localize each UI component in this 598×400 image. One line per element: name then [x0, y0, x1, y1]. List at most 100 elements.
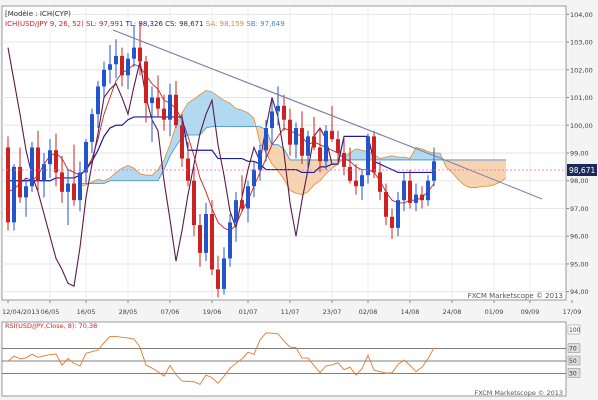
- candle-body: [402, 180, 406, 201]
- cloud-segment: [134, 168, 140, 181]
- candle: [6, 136, 10, 231]
- candle-body: [78, 172, 82, 201]
- candle-body: [222, 258, 226, 289]
- candle: [396, 191, 400, 237]
- header-readout-2: TL: 98,326: [123, 20, 163, 28]
- candle-body: [234, 200, 238, 223]
- candle-body: [420, 194, 424, 201]
- cloud-segment: [296, 159, 302, 195]
- candle-body: [144, 61, 148, 104]
- candle: [288, 108, 292, 156]
- date-label: 06/05: [41, 308, 60, 316]
- candle-body: [354, 180, 358, 187]
- price-axis: 104,00 103,00 102,00 101,00 100,00 99,00 98,00…: [566, 11, 593, 296]
- candle: [360, 169, 364, 201]
- cloud-segment: [152, 169, 158, 181]
- price-tick-label: 95,00: [570, 260, 589, 268]
- cloud-segment: [146, 175, 152, 181]
- cloud-segment: [302, 159, 308, 195]
- candle: [276, 86, 280, 126]
- rsi-tick-box: [567, 324, 581, 335]
- candle: [120, 47, 124, 87]
- cloud-segment: [488, 159, 494, 187]
- cloud-segment: [164, 144, 170, 170]
- candle: [240, 175, 244, 212]
- candle-body: [216, 269, 220, 289]
- candle: [324, 125, 328, 170]
- candle: [348, 147, 352, 184]
- candle: [42, 153, 46, 198]
- candle: [102, 61, 106, 98]
- candle-body: [48, 150, 52, 165]
- cloud-segment: [314, 159, 320, 185]
- price-tick-label: 99,00: [570, 150, 589, 158]
- candle: [30, 141, 34, 192]
- cloud-segment: [290, 159, 296, 194]
- cloud-segment: [116, 168, 122, 181]
- candle: [342, 136, 346, 176]
- candle-body: [348, 166, 352, 181]
- candle-body: [210, 214, 214, 270]
- candle-body: [72, 183, 76, 201]
- candle: [336, 130, 340, 165]
- watermark: FXCM Marketscope © 2013: [468, 292, 563, 300]
- cloud-segment: [206, 90, 212, 129]
- candle-body: [132, 47, 136, 59]
- candle-body: [252, 169, 256, 187]
- candle: [36, 130, 40, 192]
- candle: [402, 172, 406, 212]
- candle: [114, 39, 118, 79]
- date-label: 24/08: [443, 308, 462, 316]
- header-readouts: ICH(USD/JPY 9, 26, 52) SL: 97,991 TL: 98…: [5, 20, 285, 28]
- candle-body: [336, 139, 340, 153]
- header-readout-0: ICH(USD/JPY 9, 26, 52): [5, 20, 84, 28]
- candle: [426, 175, 430, 206]
- candle: [186, 141, 190, 187]
- candle-body: [294, 128, 298, 145]
- senkou-span-a: [79, 90, 507, 196]
- date-label: 14/08: [401, 308, 420, 316]
- cloud-segment: [194, 94, 200, 135]
- candle-body: [384, 191, 388, 217]
- candle: [372, 130, 376, 178]
- price-tick-label: 101,00: [570, 94, 593, 102]
- candle-body: [240, 200, 244, 209]
- candle-body: [186, 158, 190, 181]
- price-tick-label: 104,00: [570, 11, 593, 19]
- candle-body: [276, 105, 280, 112]
- candle-body: [318, 147, 322, 162]
- cloud-segment: [140, 173, 146, 181]
- candle: [258, 144, 262, 181]
- rsi-tick-label: 70: [569, 346, 577, 353]
- candle: [48, 139, 52, 178]
- candle: [174, 80, 178, 129]
- candle: [168, 83, 172, 137]
- date-label: 19/06: [203, 308, 222, 316]
- candle: [90, 108, 94, 153]
- candle-body: [120, 55, 124, 76]
- candle-body: [408, 180, 412, 203]
- candle: [330, 105, 334, 142]
- candle: [144, 55, 148, 123]
- candle-body: [156, 97, 160, 109]
- candle: [108, 44, 112, 84]
- date-label: 12/04/2013: [2, 308, 39, 316]
- current-price-tag: 98,671: [567, 164, 597, 176]
- header-module: [Modèle : ICH(CYP): [5, 10, 71, 18]
- candle: [312, 116, 316, 151]
- header-readout-3: CS: 98,671: [163, 20, 204, 28]
- candle: [432, 147, 436, 187]
- candle: [264, 119, 268, 162]
- rsi-panel: [1, 321, 567, 397]
- rsi-label: RSI(USD/JPY,Close, 8): 70,38: [5, 322, 97, 330]
- cloud-segment: [308, 159, 314, 192]
- rsi-watermark: FXCM Marketscope © 2013: [474, 389, 563, 397]
- date-label: 02/08: [359, 308, 378, 316]
- candle: [198, 214, 202, 267]
- candle-body: [168, 94, 172, 120]
- candle: [18, 147, 22, 203]
- candle-body: [312, 136, 316, 148]
- cloud-segment: [248, 112, 254, 127]
- cloud-segment: [110, 172, 116, 181]
